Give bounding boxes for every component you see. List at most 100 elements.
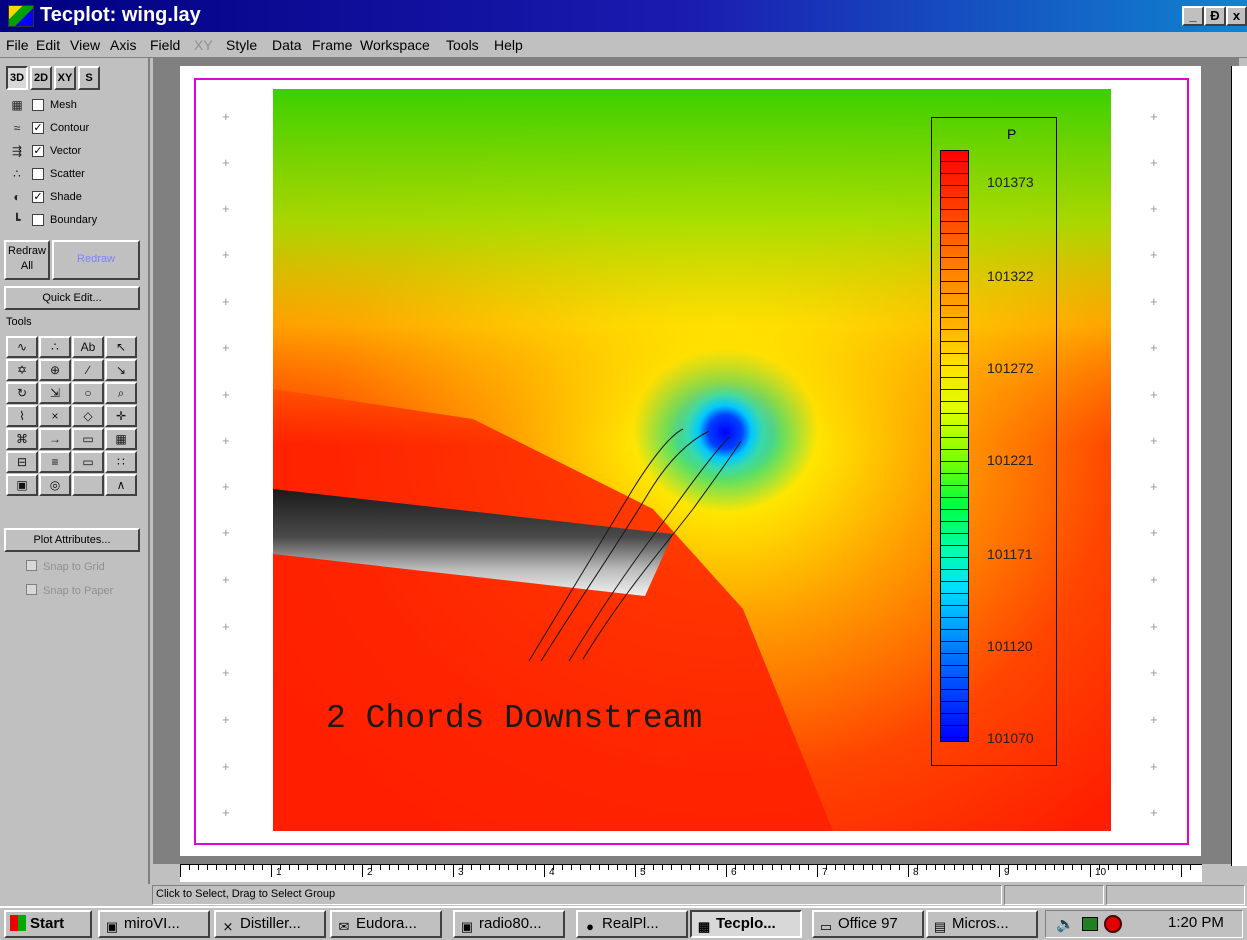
ruler-tick bbox=[698, 865, 700, 870]
frame-icon[interactable]: ⊟ bbox=[6, 451, 38, 473]
minimize-button[interactable]: _ bbox=[1182, 6, 1204, 26]
boundary-checkbox[interactable] bbox=[32, 214, 44, 226]
ruler-tick bbox=[871, 865, 873, 870]
menu-data[interactable]: Data bbox=[272, 37, 302, 53]
box-icon[interactable]: ▭ bbox=[72, 451, 104, 473]
legend-box[interactable] bbox=[931, 117, 1057, 766]
scatter-checkbox[interactable] bbox=[32, 168, 44, 180]
clock[interactable]: 1:20 PM bbox=[1168, 914, 1224, 931]
table-icon[interactable]: ▣ bbox=[6, 474, 38, 496]
menu-axis[interactable]: Axis bbox=[110, 37, 137, 53]
taskbar-button-label: miroVI... bbox=[124, 915, 180, 932]
menu-workspace[interactable]: Workspace bbox=[360, 37, 430, 53]
ruler-tick bbox=[589, 865, 591, 870]
grid-plus-mark: + bbox=[1150, 155, 1158, 170]
ruler-tick bbox=[726, 865, 727, 877]
rotate-icon[interactable]: ↻ bbox=[6, 382, 38, 404]
vector-checkbox[interactable]: ✓ bbox=[32, 145, 44, 157]
stream-trace-icon[interactable]: ∿ bbox=[6, 336, 38, 358]
grid-icon[interactable]: ▦ bbox=[105, 428, 137, 450]
wing-surface bbox=[273, 489, 673, 596]
speaker-icon[interactable]: 🔈 bbox=[1056, 916, 1075, 933]
ruler-tick bbox=[653, 865, 655, 870]
ruler-tick bbox=[180, 865, 181, 877]
sphere-icon[interactable]: ◎ bbox=[39, 474, 71, 496]
contour-level-icon[interactable]: ≡ bbox=[39, 451, 71, 473]
menu-help[interactable]: Help bbox=[494, 37, 523, 53]
mode-2d-button[interactable]: 2D bbox=[30, 66, 52, 90]
taskbar-button[interactable]: ▭ Office 97 bbox=[812, 910, 924, 938]
ruler-tick bbox=[398, 865, 400, 870]
ruler-tick bbox=[234, 865, 236, 870]
probe-icon[interactable]: ✡ bbox=[6, 359, 38, 381]
mode-3d-button[interactable]: 3D bbox=[6, 66, 28, 90]
menu-file[interactable]: File bbox=[6, 37, 29, 53]
grid-plus-mark: + bbox=[222, 805, 230, 820]
start-button[interactable]: Start bbox=[4, 910, 92, 938]
menu-field[interactable]: Field bbox=[150, 37, 181, 53]
pointer-icon[interactable]: ↖ bbox=[105, 336, 137, 358]
taskbar-button[interactable]: ▤ Micros... bbox=[926, 910, 1038, 938]
ruler-tick bbox=[671, 865, 673, 870]
ellipse-icon[interactable]: ○ bbox=[72, 382, 104, 404]
ruler-tick bbox=[616, 865, 618, 870]
taskbar-button[interactable]: ▣ miroVI... bbox=[98, 910, 210, 938]
diamond-icon[interactable]: ◇ bbox=[72, 405, 104, 427]
quick-edit-button[interactable]: Quick Edit... bbox=[4, 286, 140, 310]
zoom-icon[interactable]: ⌕ bbox=[105, 382, 137, 404]
translate-icon[interactable]: ✛ bbox=[105, 405, 137, 427]
menu-frame[interactable]: Frame bbox=[312, 37, 353, 53]
slice-icon[interactable]: ⌇ bbox=[6, 405, 38, 427]
contour-add-icon[interactable]: × bbox=[39, 405, 71, 427]
zone-icon[interactable]: ⊕ bbox=[39, 359, 71, 381]
zoom-fit-icon[interactable]: ⇲ bbox=[39, 382, 71, 404]
rectangle-icon[interactable]: ▭ bbox=[72, 428, 104, 450]
restore-button[interactable]: Ɖ bbox=[1204, 6, 1226, 26]
line-tool-icon[interactable]: ∕ bbox=[72, 359, 104, 381]
status-panel-3 bbox=[1106, 885, 1245, 905]
menu-view[interactable]: View bbox=[70, 37, 101, 53]
taskbar-button[interactable]: ▦ Tecplo... bbox=[690, 910, 802, 938]
adjust-icon[interactable]: ↘ bbox=[105, 359, 137, 381]
redraw-button[interactable]: Redraw bbox=[52, 240, 140, 280]
contour-plot-frame[interactable] bbox=[273, 89, 1111, 831]
taskbar-button[interactable]: ✉ Eudora... bbox=[330, 910, 442, 938]
shade-checkbox[interactable]: ✓ bbox=[32, 191, 44, 203]
tray-app-icon[interactable] bbox=[1104, 915, 1122, 933]
title-bar[interactable]: Tecplot: wing.lay _ Ɖ x bbox=[0, 0, 1247, 32]
menu-edit[interactable]: Edit bbox=[36, 37, 61, 53]
ruler-label: 1 bbox=[276, 867, 282, 878]
taskbar-button[interactable]: ▣ radio80... bbox=[453, 910, 565, 938]
vector-add-icon[interactable]: → bbox=[39, 428, 71, 450]
menu-style[interactable]: Style bbox=[226, 37, 258, 53]
mode-s-button[interactable]: S bbox=[78, 66, 100, 90]
taskbar-button[interactable]: ● RealPl... bbox=[576, 910, 688, 938]
scatter-tool-icon[interactable]: ∷ bbox=[105, 451, 137, 473]
ruler-tick bbox=[216, 865, 218, 870]
plot-attributes-button[interactable]: Plot Attributes... bbox=[4, 528, 140, 552]
mode-xy-button[interactable]: XY bbox=[54, 66, 76, 90]
plot-annotation[interactable]: 2 Chords Downstream bbox=[326, 700, 703, 737]
redraw-all-button[interactable]: Redraw All bbox=[4, 240, 50, 280]
ruler-label: 8 bbox=[913, 867, 919, 878]
ruler-tick bbox=[189, 865, 191, 870]
ruler-tick bbox=[1144, 865, 1146, 870]
rake-icon[interactable]: ∴ bbox=[39, 336, 71, 358]
menu-tools[interactable]: Tools bbox=[446, 37, 479, 53]
ruler-tick bbox=[798, 865, 800, 870]
mesh-checkbox[interactable] bbox=[32, 99, 44, 111]
ruler-tick bbox=[407, 865, 409, 870]
polyline-icon[interactable]: ∧ bbox=[105, 474, 137, 496]
ruler-tick bbox=[1135, 865, 1137, 870]
text-tool-icon[interactable]: Ab bbox=[72, 336, 104, 358]
grid-plus-mark: + bbox=[222, 479, 230, 494]
contour-checkbox[interactable]: ✓ bbox=[32, 122, 44, 134]
ruler-tick bbox=[625, 865, 627, 870]
taskbar-button[interactable]: ⨯ Distiller... bbox=[214, 910, 326, 938]
extract-icon[interactable]: ⌘ bbox=[6, 428, 38, 450]
ruler-tick bbox=[1008, 865, 1010, 870]
close-button[interactable]: x bbox=[1226, 6, 1247, 26]
grid-plus-mark: + bbox=[1150, 525, 1158, 540]
network-icon[interactable] bbox=[1082, 917, 1098, 931]
ruler-tick bbox=[1044, 865, 1046, 870]
